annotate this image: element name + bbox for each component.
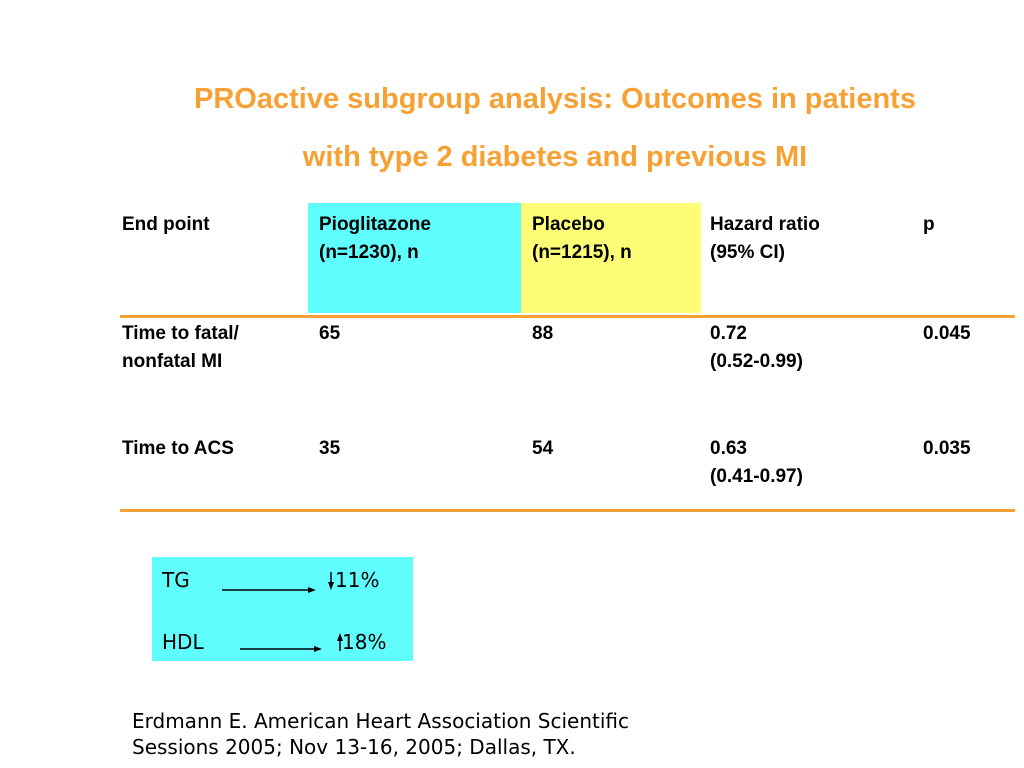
pioglitazone-header-background: [308, 203, 521, 313]
citation-line-2: Sessions 2005; Nov 13-16, 2005; Dallas, …: [132, 735, 576, 759]
cell-line: 0.72: [710, 323, 747, 344]
tg-value: 11%: [335, 568, 380, 592]
row-1-end-point: Time to fatal/ nonfatal MI: [122, 320, 239, 376]
placebo-header-background: [521, 203, 701, 313]
down-arrow-icon: [328, 572, 334, 590]
row-2-end-point: Time to ACS: [122, 435, 234, 463]
header-line: (n=1230), n: [319, 242, 419, 263]
row-2-hazard-ratio: 0.63 (0.41-0.97): [710, 435, 803, 491]
lipid-change-callout: TG 11% HDL 18%: [152, 557, 413, 661]
cell-line: nonfatal MI: [122, 351, 223, 372]
cell-line: Time to fatal/: [122, 323, 239, 344]
header-line: (95% CI): [710, 242, 785, 263]
citation: Erdmann E. American Heart Association Sc…: [132, 708, 629, 760]
row-1-pioglitazone: 65: [319, 323, 341, 344]
header-line: Pioglitazone: [319, 214, 431, 235]
row-1-p: 0.045: [923, 323, 971, 344]
cell-line: Time to ACS: [122, 438, 234, 459]
slide-title: PROactive subgroup analysis: Outcomes in…: [100, 70, 1010, 186]
header-p: p: [923, 211, 935, 239]
header-placebo: Placebo (n=1215), n: [532, 211, 632, 267]
cell-line: (0.41-0.97): [710, 466, 803, 487]
header-hazard-ratio: Hazard ratio (95% CI): [710, 211, 820, 267]
callout-arrows: [222, 572, 343, 652]
cell-line: (0.52-0.99): [710, 351, 803, 372]
row-2-p: 0.035: [923, 438, 971, 459]
header-rule: [120, 315, 1015, 318]
citation-line-1: Erdmann E. American Heart Association Sc…: [132, 709, 630, 733]
hdl-value: 18%: [342, 630, 387, 654]
table-bottom-rule: [120, 509, 1015, 512]
title-line-2: with type 2 diabetes and previous MI: [302, 141, 808, 173]
row-2-pioglitazone: 35: [319, 438, 341, 459]
title-line-1: PROactive subgroup analysis: Outcomes in…: [194, 83, 916, 115]
header-pioglitazone: Pioglitazone (n=1230), n: [319, 211, 431, 267]
header-line: Hazard ratio: [710, 214, 820, 235]
row-1-placebo: 88: [532, 323, 554, 344]
header-line: (n=1215), n: [532, 242, 632, 263]
header-line: p: [923, 214, 935, 235]
row-2-placebo: 54: [532, 438, 554, 459]
header-line: End point: [122, 214, 210, 235]
cell-line: 0.63: [710, 438, 747, 459]
row-1-hazard-ratio: 0.72 (0.52-0.99): [710, 320, 803, 376]
header-end-point: End point: [122, 211, 210, 239]
tg-right-arrow-icon: [222, 587, 316, 593]
tg-label: TG: [162, 568, 190, 592]
hdl-right-arrow-icon: [240, 646, 322, 652]
header-line: Placebo: [532, 214, 605, 235]
hdl-label: HDL: [162, 630, 204, 654]
up-arrow-icon: [337, 633, 343, 651]
